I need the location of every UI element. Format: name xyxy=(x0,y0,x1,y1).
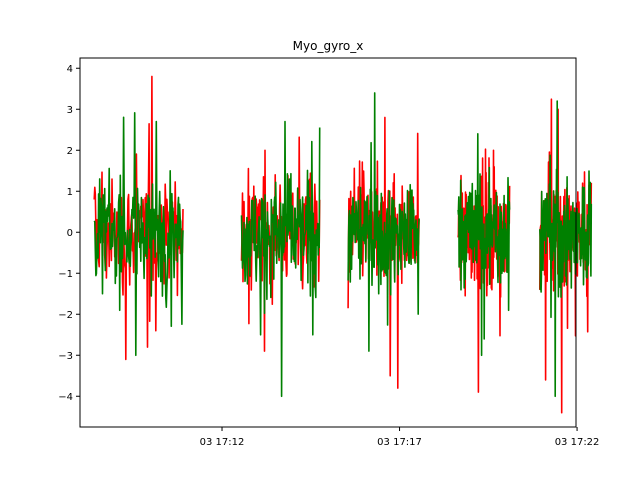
y-tick-label: 4 xyxy=(67,64,73,75)
series-segment xyxy=(240,120,321,398)
series-segment xyxy=(347,92,420,352)
chart-title: Myo_gyro_x xyxy=(293,39,364,53)
series-line xyxy=(93,92,593,398)
x-axis: 03 17:12 03 17:17 03 17:22 xyxy=(200,427,600,448)
series-segment xyxy=(457,133,511,357)
series-segment xyxy=(93,112,184,357)
x-tick-label: 03 17:12 xyxy=(200,437,245,448)
y-tick-label: 2 xyxy=(67,146,73,157)
y-tick-label: −4 xyxy=(58,392,73,403)
y-tick-label: −1 xyxy=(58,269,73,280)
y-tick-label: 3 xyxy=(67,105,73,116)
x-tick-label: 03 17:17 xyxy=(377,437,422,448)
y-axis: −4 −3 −2 −1 0 1 2 3 4 xyxy=(58,64,80,403)
series-layer xyxy=(93,75,593,414)
plot-frame xyxy=(79,57,577,428)
x-tick-label: 03 17:22 xyxy=(555,437,600,448)
y-tick-label: −3 xyxy=(58,351,73,362)
series-segment xyxy=(93,75,184,361)
y-tick-label: 0 xyxy=(67,228,73,239)
series-segment xyxy=(539,100,593,398)
y-tick-label: 1 xyxy=(67,187,73,198)
y-tick-label: −2 xyxy=(58,310,73,321)
